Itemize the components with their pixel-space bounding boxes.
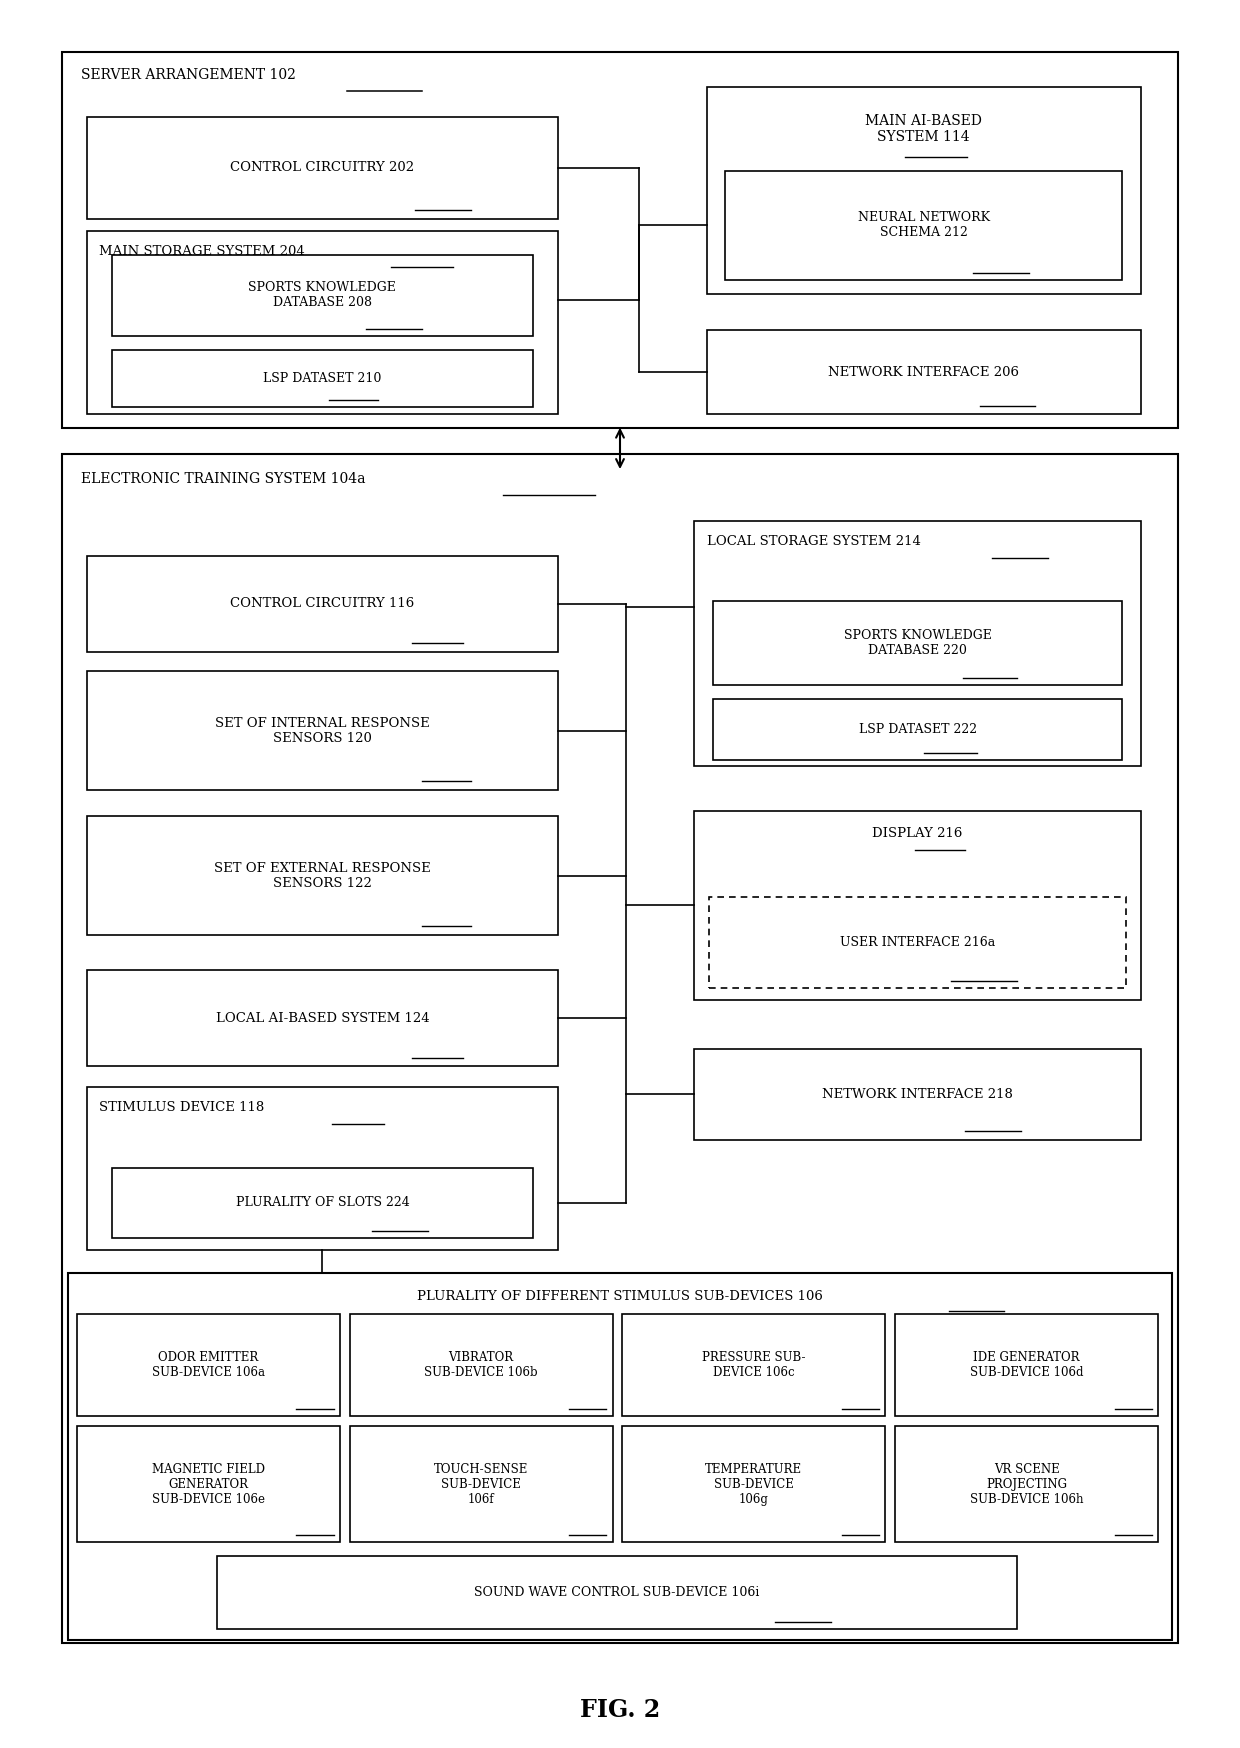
Bar — [112, 255, 533, 336]
Bar — [77, 1314, 340, 1416]
Text: SOUND WAVE CONTROL SUB-DEVICE 106i: SOUND WAVE CONTROL SUB-DEVICE 106i — [474, 1585, 760, 1599]
Bar — [713, 601, 1122, 685]
Bar — [62, 454, 1178, 1643]
Text: NEURAL NETWORK
SCHEMA 212: NEURAL NETWORK SCHEMA 212 — [858, 212, 990, 239]
Text: SERVER ARRANGEMENT 102: SERVER ARRANGEMENT 102 — [81, 68, 295, 82]
Text: TEMPERATURE
SUB-DEVICE
106g: TEMPERATURE SUB-DEVICE 106g — [706, 1463, 802, 1505]
Bar — [694, 521, 1141, 766]
Text: TOUCH-SENSE
SUB-DEVICE
106f: TOUCH-SENSE SUB-DEVICE 106f — [434, 1463, 528, 1505]
Bar — [87, 1087, 558, 1250]
Text: PLURALITY OF DIFFERENT STIMULUS SUB-DEVICES 106: PLURALITY OF DIFFERENT STIMULUS SUB-DEVI… — [417, 1290, 823, 1302]
Text: USER INTERFACE 216a: USER INTERFACE 216a — [839, 935, 996, 949]
Text: STIMULUS DEVICE 118: STIMULUS DEVICE 118 — [99, 1101, 264, 1113]
Bar — [350, 1314, 613, 1416]
Bar — [707, 330, 1141, 414]
Text: LOCAL AI-BASED SYSTEM 124: LOCAL AI-BASED SYSTEM 124 — [216, 1012, 429, 1024]
Text: FIG. 2: FIG. 2 — [580, 1697, 660, 1722]
Bar — [62, 52, 1178, 428]
Text: LSP DATASET 210: LSP DATASET 210 — [263, 372, 382, 385]
Bar — [87, 970, 558, 1066]
Text: VR SCENE
PROJECTING
SUB-DEVICE 106h: VR SCENE PROJECTING SUB-DEVICE 106h — [970, 1463, 1084, 1505]
Bar — [895, 1426, 1158, 1542]
Text: MAGNETIC FIELD
GENERATOR
SUB-DEVICE 106e: MAGNETIC FIELD GENERATOR SUB-DEVICE 106e — [151, 1463, 265, 1505]
Bar — [87, 231, 558, 414]
Bar — [87, 117, 558, 218]
Text: NETWORK INTERFACE 218: NETWORK INTERFACE 218 — [822, 1087, 1013, 1101]
Bar — [707, 87, 1141, 294]
Text: LSP DATASET 222: LSP DATASET 222 — [858, 724, 977, 736]
Text: ODOR EMITTER
SUB-DEVICE 106a: ODOR EMITTER SUB-DEVICE 106a — [151, 1351, 265, 1379]
Text: PRESSURE SUB-
DEVICE 106c: PRESSURE SUB- DEVICE 106c — [702, 1351, 806, 1379]
Bar — [725, 171, 1122, 280]
Bar — [112, 1168, 533, 1238]
Bar — [77, 1426, 340, 1542]
Text: SET OF EXTERNAL RESPONSE
SENSORS 122: SET OF EXTERNAL RESPONSE SENSORS 122 — [215, 862, 430, 890]
Text: MAIN STORAGE SYSTEM 204: MAIN STORAGE SYSTEM 204 — [99, 245, 305, 257]
Bar — [217, 1556, 1017, 1629]
Bar — [112, 350, 533, 407]
Bar — [622, 1314, 885, 1416]
Text: CONTROL CIRCUITRY 116: CONTROL CIRCUITRY 116 — [231, 598, 414, 610]
Text: SPORTS KNOWLEDGE
DATABASE 208: SPORTS KNOWLEDGE DATABASE 208 — [248, 281, 397, 309]
Bar — [709, 897, 1126, 988]
Text: DISPLAY 216: DISPLAY 216 — [873, 827, 962, 839]
Text: CONTROL CIRCUITRY 202: CONTROL CIRCUITRY 202 — [231, 161, 414, 175]
Text: SPORTS KNOWLEDGE
DATABASE 220: SPORTS KNOWLEDGE DATABASE 220 — [843, 629, 992, 657]
Bar — [87, 816, 558, 935]
Text: ELECTRONIC TRAINING SYSTEM 104a: ELECTRONIC TRAINING SYSTEM 104a — [81, 472, 365, 486]
Bar — [895, 1314, 1158, 1416]
Bar — [694, 811, 1141, 1000]
Bar — [87, 671, 558, 790]
Bar — [713, 699, 1122, 760]
Text: IDE GENERATOR
SUB-DEVICE 106d: IDE GENERATOR SUB-DEVICE 106d — [970, 1351, 1084, 1379]
Bar — [350, 1426, 613, 1542]
Text: VIBRATOR
SUB-DEVICE 106b: VIBRATOR SUB-DEVICE 106b — [424, 1351, 538, 1379]
Text: SET OF INTERNAL RESPONSE
SENSORS 120: SET OF INTERNAL RESPONSE SENSORS 120 — [215, 717, 430, 745]
Bar — [622, 1426, 885, 1542]
Text: PLURALITY OF SLOTS 224: PLURALITY OF SLOTS 224 — [236, 1196, 409, 1210]
Bar — [87, 556, 558, 652]
Text: MAIN AI-BASED
SYSTEM 114: MAIN AI-BASED SYSTEM 114 — [866, 114, 982, 143]
Text: NETWORK INTERFACE 206: NETWORK INTERFACE 206 — [828, 365, 1019, 379]
Text: LOCAL STORAGE SYSTEM 214: LOCAL STORAGE SYSTEM 214 — [707, 535, 920, 547]
Bar — [68, 1273, 1172, 1640]
Bar — [694, 1049, 1141, 1140]
